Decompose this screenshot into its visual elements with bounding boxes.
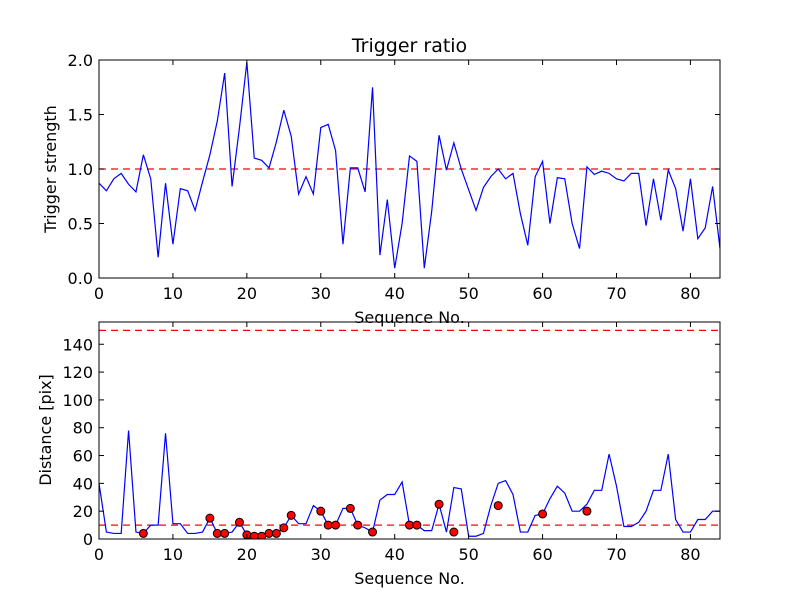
- y-axis-label-top: Trigger strength: [41, 105, 60, 234]
- series-line: [99, 62, 720, 269]
- data-marker: [212, 528, 222, 538]
- y-tick-label: 1.5: [68, 106, 93, 125]
- x-tick-label: 10: [163, 545, 183, 564]
- distance-panel: 0 10 20 30 40 50 60 70 80 0 20 40 60 80 100 120 140 Sequ…: [36, 321, 721, 588]
- x-tick-label: 20: [237, 284, 257, 303]
- x-tick-label: 10: [163, 284, 183, 303]
- x-tick-label: 70: [606, 545, 626, 564]
- data-marker: [405, 520, 414, 530]
- x-axis-label-top: Sequence No.: [354, 308, 465, 327]
- x-tick-label: 50: [458, 284, 478, 303]
- x-tick-label: 80: [680, 545, 700, 564]
- y-tick-label: 40: [73, 474, 93, 493]
- data-marker: [368, 527, 378, 537]
- y-axis-label-bottom: Distance [pix]: [36, 374, 55, 486]
- y-tick-label: 2.0: [68, 51, 93, 70]
- x-axis-label-bottom: Sequence No.: [354, 569, 465, 588]
- plot-frame-bottom: [98, 321, 721, 540]
- x-tick-label: 50: [458, 545, 478, 564]
- data-marker: [493, 501, 503, 511]
- data-marker: [434, 499, 444, 509]
- y-tick-label: 0.5: [68, 215, 93, 234]
- y-tick-label: 60: [73, 447, 93, 466]
- data-marker: [316, 506, 326, 516]
- x-tick-label: 30: [311, 545, 331, 564]
- x-tick-label: 30: [311, 284, 331, 303]
- chart-title: Trigger ratio: [351, 35, 467, 57]
- x-tick-label: 40: [385, 284, 405, 303]
- data-marker: [264, 528, 274, 538]
- plot-area: [99, 62, 720, 269]
- plot-area: [99, 329, 720, 539]
- x-tick-label: 40: [385, 545, 405, 564]
- plot-frame-top: [98, 59, 721, 279]
- y-tick-label: 20: [73, 502, 93, 521]
- data-marker: [412, 520, 422, 530]
- series-line: [99, 430, 720, 537]
- data-marker: [234, 517, 244, 527]
- y-tick-label: 1.0: [68, 160, 93, 179]
- y-tick-label: 80: [73, 419, 93, 438]
- x-tick-label: 80: [680, 284, 700, 303]
- data-marker: [345, 503, 355, 513]
- data-marker: [138, 528, 148, 538]
- data-marker: [449, 527, 459, 537]
- data-marker: [271, 528, 281, 538]
- data-marker: [323, 520, 333, 530]
- data-marker: [286, 510, 296, 520]
- data-marker: [331, 520, 341, 530]
- data-marker: [279, 523, 289, 533]
- y-tick-label: 0: [83, 530, 93, 549]
- x-tick-label: 60: [532, 545, 552, 564]
- y-tick-label: 100: [62, 391, 93, 410]
- trigger-ratio-panel: 0 10 20 30 40 50 60 70 80 0.0 0.5 1.0 1.5 2.0 Trigger…: [41, 35, 721, 327]
- data-marker: [220, 528, 230, 538]
- y-tick-label: 140: [62, 335, 93, 354]
- data-marker: [205, 513, 215, 523]
- data-marker: [353, 520, 363, 530]
- x-tick-label: 20: [237, 545, 257, 564]
- y-tick-label: 0.0: [68, 269, 93, 288]
- data-marker: [538, 509, 548, 519]
- x-tick-label: 0: [94, 545, 104, 564]
- y-tick-label: 120: [62, 363, 93, 382]
- x-tick-label: 0: [94, 284, 104, 303]
- data-marker: [582, 506, 592, 516]
- x-tick-label: 70: [606, 284, 626, 303]
- x-tick-label: 60: [532, 284, 552, 303]
